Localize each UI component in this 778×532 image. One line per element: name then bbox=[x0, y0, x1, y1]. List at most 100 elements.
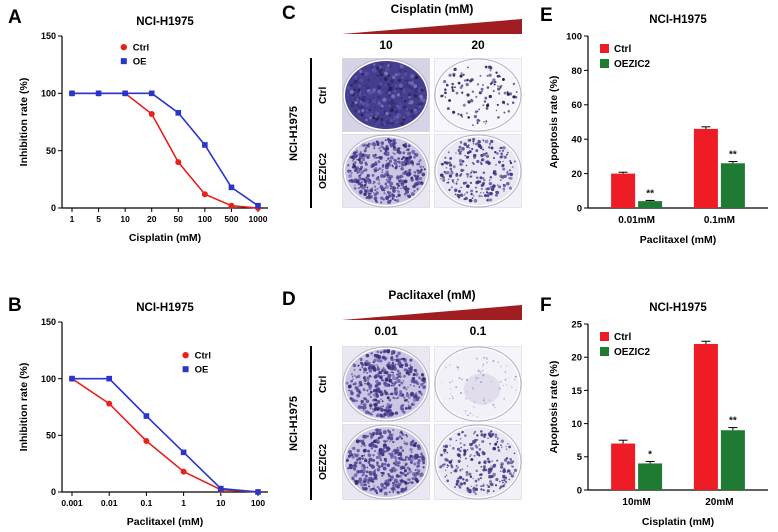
cisplatin-apoptosis-bar-chart: NCI-H1975 0 5 10 15 20 25 10mM 20mM Cisplatin (mM… bbox=[548, 302, 768, 528]
svg-text:OE: OE bbox=[195, 365, 209, 376]
svg-text:0.01mM: 0.01mM bbox=[618, 215, 655, 226]
svg-text:0.1mM: 0.1mM bbox=[704, 215, 735, 226]
panel-c: C Cisplatin (mM) 10 20 NCI-H1975 Ctrl OE… bbox=[280, 2, 534, 218]
svg-text:0: 0 bbox=[577, 203, 582, 214]
row-label-oezic2: OEZIC2 bbox=[318, 443, 329, 481]
panel-c-drug-title: Cisplatin (mM) bbox=[390, 2, 474, 16]
cell-line-label: NCI-H1975 bbox=[288, 105, 300, 161]
svg-text:Apoptosis rate (%): Apoptosis rate (%) bbox=[548, 76, 560, 169]
svg-text:60: 60 bbox=[571, 100, 582, 111]
svg-text:NCI-H1975: NCI-H1975 bbox=[649, 14, 707, 26]
svg-text:20: 20 bbox=[147, 214, 157, 224]
svg-text:5: 5 bbox=[96, 214, 101, 224]
svg-text:10: 10 bbox=[571, 419, 582, 430]
panel-f-label: F bbox=[540, 295, 552, 316]
colony-well-image bbox=[342, 346, 430, 422]
svg-text:Apoptosis rate (%): Apoptosis rate (%) bbox=[548, 361, 560, 454]
svg-text:100: 100 bbox=[566, 31, 582, 42]
svg-text:**: ** bbox=[729, 150, 737, 161]
svg-text:0.01: 0.01 bbox=[101, 498, 118, 508]
svg-text:Ctrl: Ctrl bbox=[614, 332, 631, 343]
svg-text:100: 100 bbox=[41, 374, 56, 384]
panel-e-label: E bbox=[540, 5, 553, 26]
svg-text:Paclitaxel (mM): Paclitaxel (mM) bbox=[640, 234, 716, 246]
panel-e: E NCI-H1975 0 20 40 60 80 100 0.01mM 0.1mM Paclit… bbox=[538, 2, 778, 258]
svg-text:Cisplatin (mM): Cisplatin (mM) bbox=[129, 232, 201, 244]
svg-text:1: 1 bbox=[181, 498, 186, 508]
svg-text:25: 25 bbox=[571, 319, 582, 330]
svg-text:**: ** bbox=[729, 416, 737, 427]
svg-text:OEZIC2: OEZIC2 bbox=[614, 59, 651, 70]
svg-text:Paclitaxel (mM): Paclitaxel (mM) bbox=[127, 516, 203, 528]
svg-text:NCI-H1975: NCI-H1975 bbox=[136, 302, 194, 314]
row-label-ctrl: Ctrl bbox=[318, 86, 329, 104]
dose-label-low: 10 bbox=[379, 38, 393, 52]
svg-text:40: 40 bbox=[571, 135, 582, 146]
svg-text:OE: OE bbox=[133, 57, 147, 68]
panel-d-label: D bbox=[282, 289, 296, 310]
svg-text:500: 500 bbox=[224, 214, 238, 224]
svg-text:20: 20 bbox=[571, 169, 582, 180]
panel-f: F NCI-H1975 0 5 10 15 20 25 10mM 20mM Cisplatin (… bbox=[538, 290, 778, 532]
svg-text:0: 0 bbox=[51, 487, 56, 497]
svg-text:0.1: 0.1 bbox=[140, 498, 152, 508]
row-label-ctrl: Ctrl bbox=[318, 375, 329, 393]
colony-well-image bbox=[434, 424, 522, 500]
svg-text:*: * bbox=[648, 449, 652, 460]
paclitaxel-inhibition-line-chart: NCI-H1975 0 50 100 150 0.001 0.01 0.1 1 10 100 Pacl… bbox=[18, 302, 268, 528]
row-group-bracket bbox=[310, 58, 312, 208]
svg-text:15: 15 bbox=[571, 386, 582, 397]
svg-text:50: 50 bbox=[174, 214, 184, 224]
svg-text:10: 10 bbox=[216, 498, 226, 508]
svg-text:0.001: 0.001 bbox=[61, 498, 83, 508]
panel-a-label: A bbox=[8, 7, 22, 28]
dose-gradient-triangle bbox=[342, 305, 522, 320]
row-group-bracket bbox=[310, 346, 312, 500]
colony-well-image bbox=[342, 424, 430, 500]
cell-line-label: NCI-H1975 bbox=[288, 395, 300, 451]
dose-label-high: 0.1 bbox=[469, 324, 487, 338]
panel-a: A NCI-H1975 0 50 100 150 1 5 10 20 50 100 500 1000 Ci… bbox=[4, 2, 282, 258]
svg-text:150: 150 bbox=[41, 317, 56, 327]
panel-c-label: C bbox=[282, 3, 296, 24]
svg-text:OEZIC2: OEZIC2 bbox=[614, 347, 651, 358]
svg-text:0: 0 bbox=[51, 203, 56, 213]
svg-text:1: 1 bbox=[70, 214, 75, 224]
svg-text:50: 50 bbox=[46, 431, 56, 441]
svg-text:20mM: 20mM bbox=[705, 497, 733, 508]
svg-text:50: 50 bbox=[46, 146, 56, 156]
dose-label-high: 20 bbox=[471, 38, 485, 52]
svg-text:80: 80 bbox=[571, 66, 582, 77]
cisplatin-inhibition-line-chart: NCI-H1975 0 50 100 150 1 5 10 20 50 100 500 1000 Cisp… bbox=[18, 16, 268, 244]
colony-well-image bbox=[434, 58, 522, 132]
svg-text:10: 10 bbox=[120, 214, 130, 224]
dose-label-low: 0.01 bbox=[374, 324, 398, 338]
colony-well-image bbox=[342, 134, 430, 208]
colony-well-image bbox=[434, 134, 522, 208]
svg-text:NCI-H1975: NCI-H1975 bbox=[136, 16, 194, 28]
panel-d-drug-title: Paclitaxel (mM) bbox=[388, 288, 476, 302]
svg-text:Inhibition rate (%): Inhibition rate (%) bbox=[18, 363, 30, 452]
svg-text:Ctrl: Ctrl bbox=[614, 44, 631, 55]
svg-text:150: 150 bbox=[41, 31, 56, 41]
svg-text:20: 20 bbox=[571, 353, 582, 364]
colony-well-image bbox=[434, 346, 522, 422]
row-label-oezic2: OEZIC2 bbox=[318, 152, 329, 190]
svg-text:**: ** bbox=[646, 188, 654, 199]
svg-text:0: 0 bbox=[577, 485, 582, 496]
panel-d: D Paclitaxel (mM) 0.01 0.1 NCI-H1975 Ctr… bbox=[280, 288, 534, 512]
svg-text:100: 100 bbox=[41, 89, 56, 99]
colony-well-image bbox=[342, 58, 430, 132]
svg-text:Cisplatin (mM): Cisplatin (mM) bbox=[642, 516, 714, 528]
svg-text:5: 5 bbox=[577, 452, 583, 463]
dose-gradient-triangle bbox=[342, 19, 522, 34]
svg-text:100: 100 bbox=[251, 498, 265, 508]
svg-text:10mM: 10mM bbox=[622, 497, 650, 508]
svg-text:Inhibition rate (%): Inhibition rate (%) bbox=[18, 78, 30, 167]
svg-text:NCI-H1975: NCI-H1975 bbox=[649, 302, 707, 314]
svg-text:Ctrl: Ctrl bbox=[195, 351, 211, 362]
panel-b-label: B bbox=[8, 295, 22, 316]
svg-text:1000: 1000 bbox=[249, 214, 268, 224]
panel-b: B NCI-H1975 0 50 100 150 0.001 0.01 0.1 1 10 100 Pa… bbox=[4, 288, 282, 532]
